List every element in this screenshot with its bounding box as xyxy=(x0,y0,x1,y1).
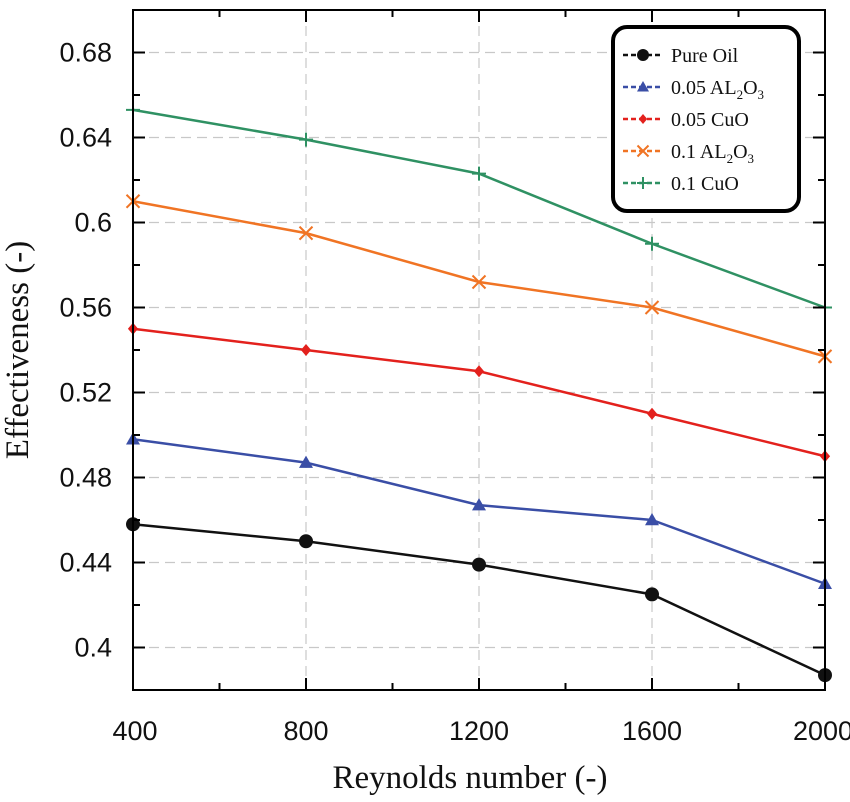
legend-marker xyxy=(637,81,649,92)
legend-label: 0.05 CuO xyxy=(671,109,749,131)
y-axis-title: Effectiveness (-) xyxy=(0,241,36,459)
legend-item-1: 0.05 AL2O3 xyxy=(623,77,764,102)
legend-marker xyxy=(636,144,650,158)
legend-label: Pure Oil xyxy=(671,45,739,67)
legend: Pure Oil 0.05 AL2O3 0.05 CuO 0.1 AL2O3 0.1 C… xyxy=(611,25,801,213)
x-tick-label: 1200 xyxy=(449,716,509,746)
x-tick-label: 1600 xyxy=(622,716,682,746)
legend-item-3: 0.1 AL2O3 xyxy=(623,141,754,166)
data-point xyxy=(299,132,313,147)
data-point xyxy=(645,236,659,251)
y-tick-label: 0.48 xyxy=(59,463,112,493)
legend-label: 0.05 AL2O3 xyxy=(671,77,764,102)
data-point xyxy=(646,407,658,420)
data-point xyxy=(472,498,486,511)
legend-marker xyxy=(638,114,648,124)
y-tick-label: 0.68 xyxy=(59,38,112,68)
data-point xyxy=(298,225,314,241)
legend-item-4: 0.1 CuO xyxy=(623,173,739,195)
legend-box xyxy=(611,25,801,213)
y-tick-label: 0.4 xyxy=(74,633,112,663)
legend-item-2: 0.05 CuO xyxy=(623,109,749,131)
data-point xyxy=(471,274,487,290)
legend-marker xyxy=(637,49,649,61)
y-tick-label: 0.44 xyxy=(59,548,112,578)
y-tick-label: 0.52 xyxy=(59,378,112,408)
x-tick-label: 800 xyxy=(283,716,328,746)
data-point xyxy=(299,455,313,468)
data-point xyxy=(472,557,486,572)
x-tick-label: 400 xyxy=(112,716,157,746)
x-tick-label: 2000 xyxy=(793,716,850,746)
series-3 xyxy=(125,194,833,364)
y-tick-label: 0.56 xyxy=(59,293,112,323)
y-tick-label: 0.64 xyxy=(59,123,112,153)
data-point xyxy=(299,534,313,549)
legend-items: Pure Oil 0.05 AL2O3 0.05 CuO 0.1 AL2O3 0.1 C… xyxy=(623,45,764,195)
legend-label: 0.1 CuO xyxy=(671,173,739,195)
series-layer xyxy=(125,102,833,683)
legend-label: 0.1 AL2O3 xyxy=(671,141,754,166)
y-tick-label: 0.6 xyxy=(74,208,112,238)
legend-item-0: Pure Oil xyxy=(623,45,739,67)
data-point xyxy=(473,365,485,378)
x-axis-title: Reynolds number (-) xyxy=(333,760,608,796)
data-point xyxy=(645,587,659,602)
data-point xyxy=(644,300,660,315)
data-point xyxy=(645,513,659,526)
axes: 0.4 0.44 0.48 0.52 0.56 0.6 0.64 0.68 400 800 1200… xyxy=(59,9,850,746)
data-point xyxy=(472,166,486,181)
data-point xyxy=(300,344,312,356)
legend-marker xyxy=(637,177,649,189)
